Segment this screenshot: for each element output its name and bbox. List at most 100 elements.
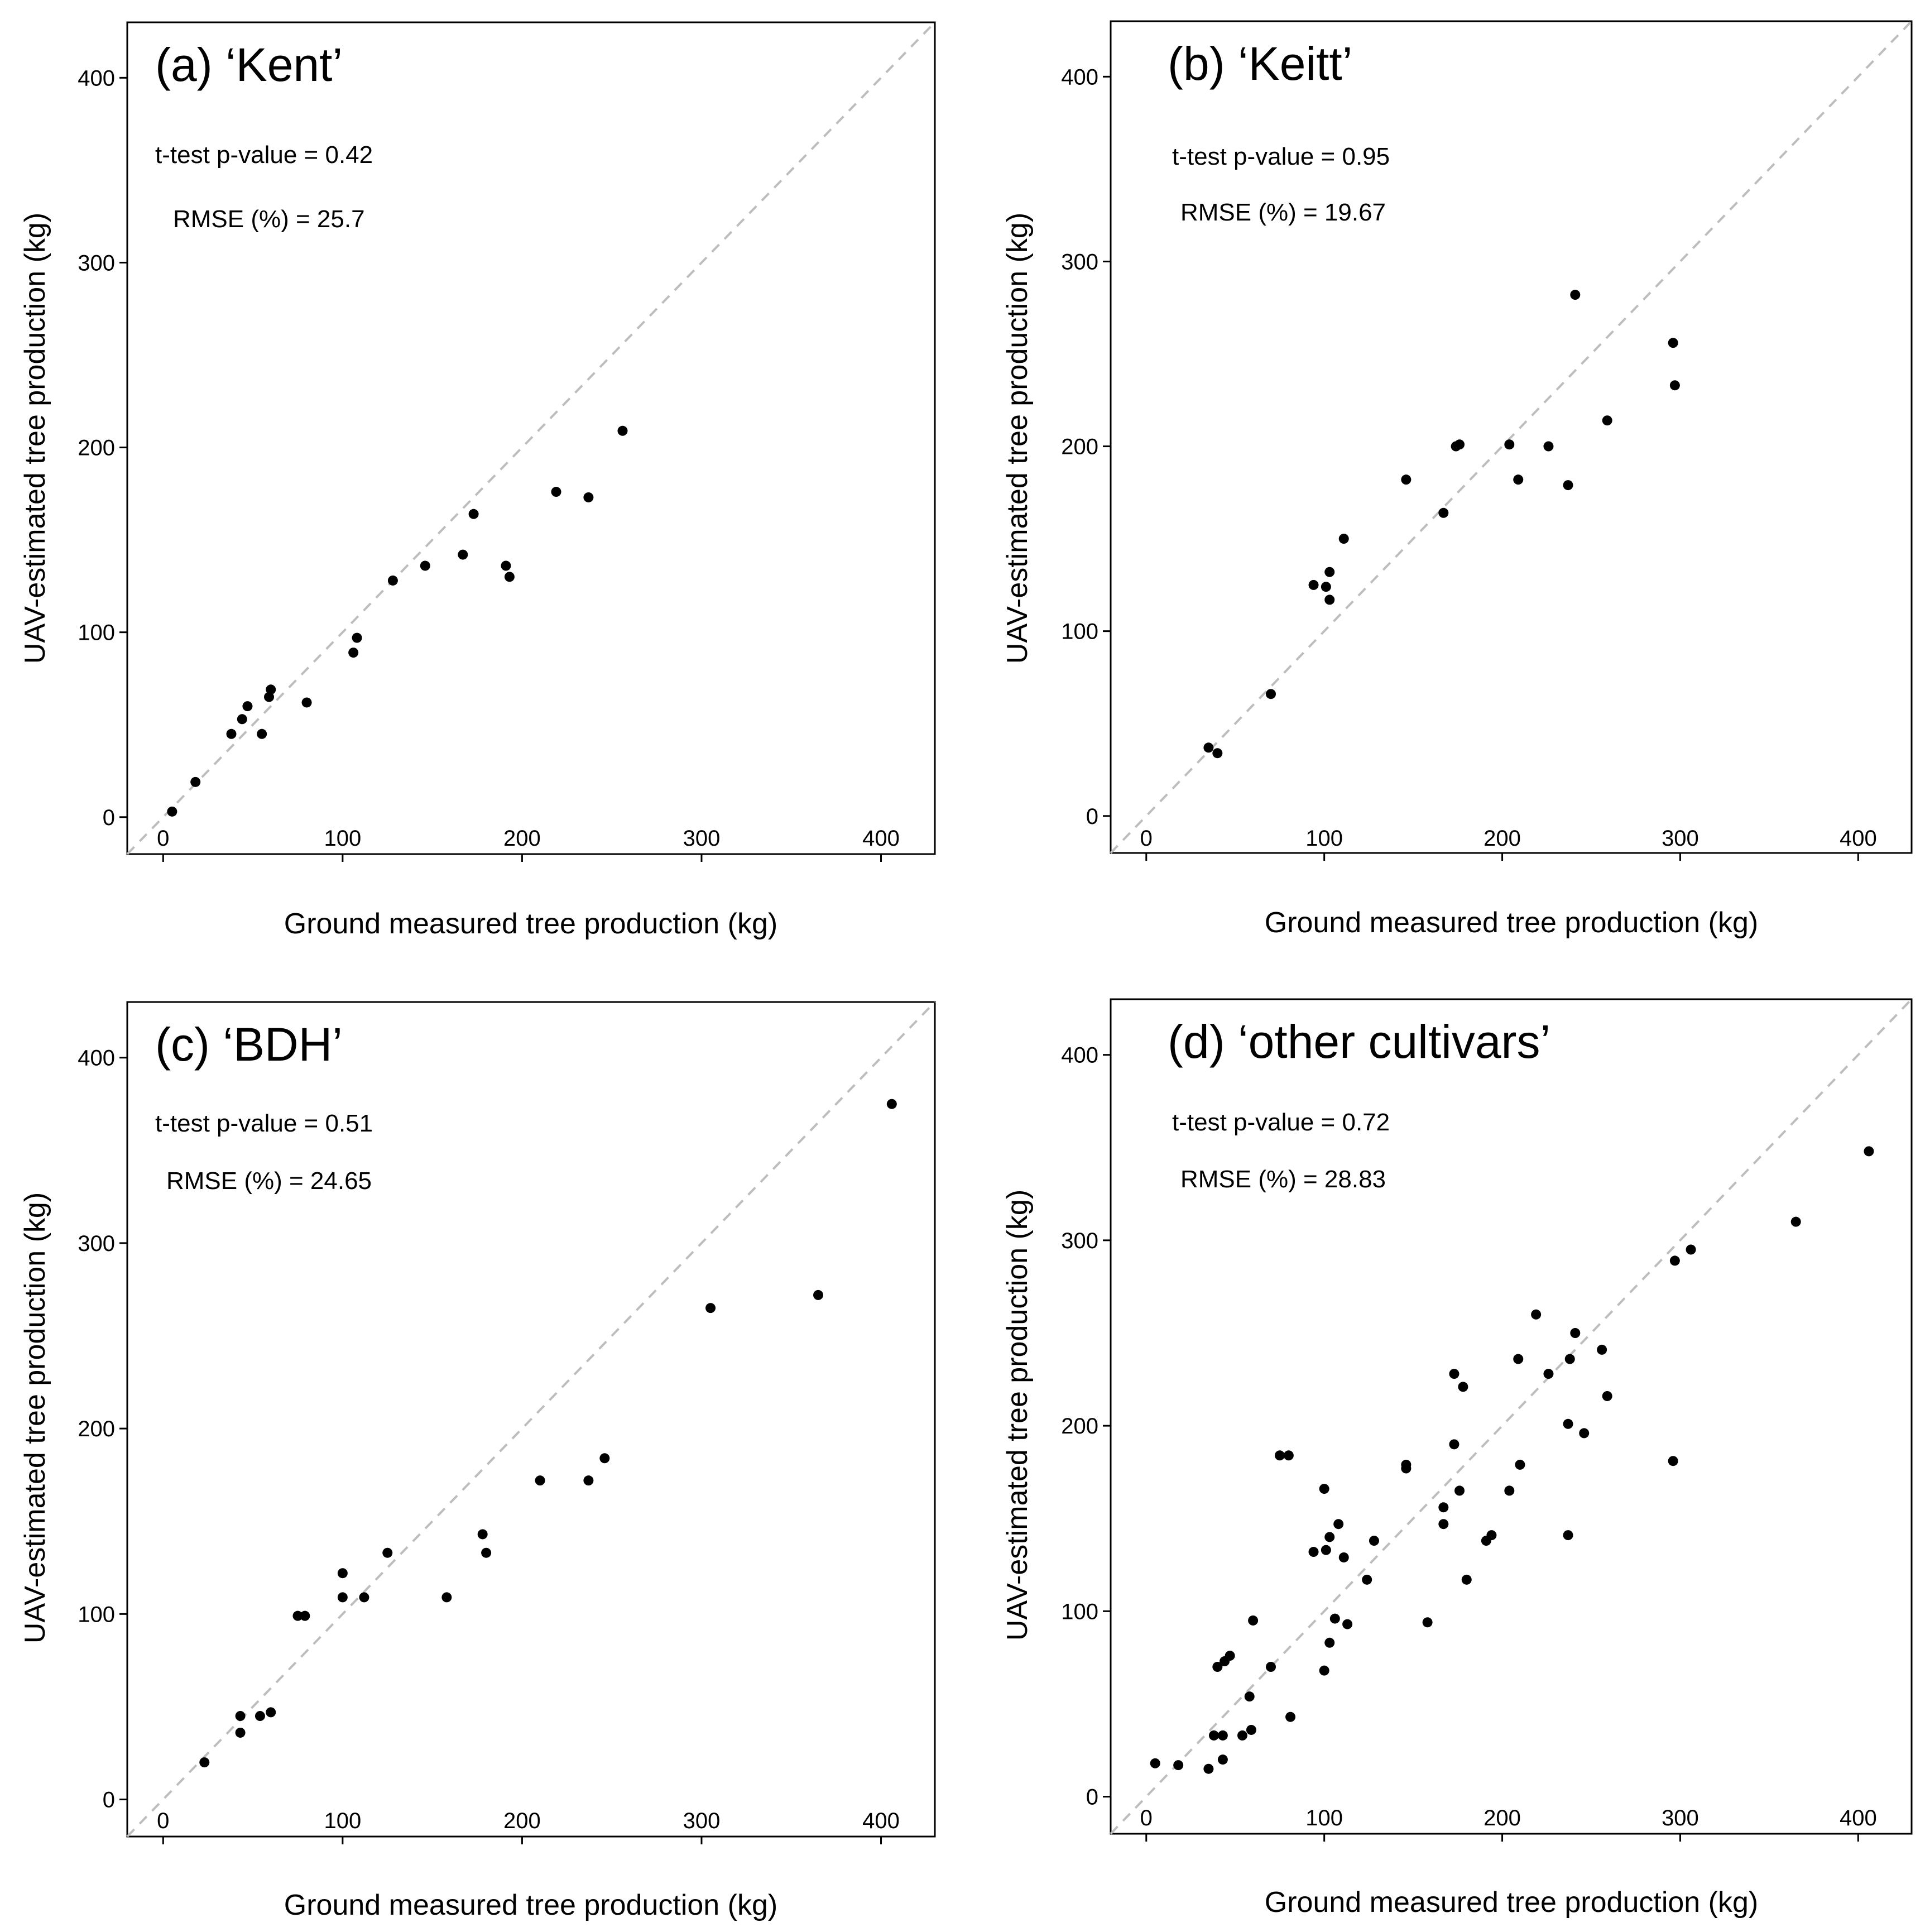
panel-d-data-point: [1329, 1613, 1340, 1624]
panel-d-x-tick-label: 100: [1305, 1806, 1343, 1830]
panel-c-data-point: [481, 1547, 492, 1558]
panel-d-data-point: [1319, 1484, 1329, 1494]
panel-b-data-point: [1570, 290, 1581, 300]
panel-c-y-tick-label: 100: [78, 1602, 115, 1627]
panel-d-data-point: [1597, 1344, 1607, 1355]
panel-d-data-point: [1208, 1730, 1219, 1741]
panel-a-ttest: t-test p-value = 0.42: [155, 141, 373, 169]
panel-c-data-point: [337, 1592, 348, 1603]
panel-d-data-point: [1212, 1662, 1223, 1672]
panel-a-data-point: [242, 701, 253, 712]
panel-b-y-tick-label: 300: [1061, 250, 1098, 274]
panel-a-data-point: [167, 806, 177, 817]
panel-d-data-point: [1225, 1651, 1235, 1661]
panel-c-data-point: [599, 1453, 610, 1464]
panel-c-data-point: [813, 1289, 823, 1300]
panel-d-y-tick-label: 100: [1061, 1599, 1098, 1624]
panel-d-data-point: [1319, 1665, 1329, 1676]
panel-a-identity-line: [126, 21, 936, 855]
panel-a: (a) ‘Kent’ t-test p-value = 0.42 RMSE (%…: [19, 21, 936, 940]
panel-a-x-tick-label: 100: [324, 826, 361, 851]
panel-c-y-tick-label: 200: [78, 1417, 115, 1441]
panel-d-data-point: [1686, 1244, 1696, 1255]
panel-d-data-point: [1266, 1662, 1276, 1672]
panel-b-data-point: [1203, 742, 1214, 753]
panel-b-x-tick-label: 0: [1140, 826, 1153, 851]
panel-a-y-tick-label: 300: [78, 251, 115, 275]
panel-d-y-tick-label: 200: [1061, 1414, 1098, 1439]
panel-b-data-point: [1212, 748, 1223, 759]
panel-a-data-point: [190, 776, 201, 787]
panel-c-data-point: [235, 1727, 246, 1738]
panel-a-plot: 0 100 200 300 400 0 100 200 300 400: [78, 21, 936, 862]
panel-c-data-point: [382, 1547, 393, 1558]
panel-b-data-point: [1324, 567, 1335, 577]
panel-d-data-point: [1338, 1552, 1349, 1562]
panel-a-x-tick-label: 0: [157, 826, 169, 851]
panel-d-data-point: [1321, 1545, 1331, 1555]
panel-c-x-axis-label: Ground measured tree production (kg): [284, 1889, 777, 1921]
panel-d-data-point: [1669, 1255, 1680, 1266]
panel-c-data-point: [199, 1757, 210, 1768]
panel-d-data-point: [1563, 1418, 1573, 1429]
panel-a-x-tick-label: 400: [862, 826, 900, 851]
panel-b-rmse: RMSE (%) = 19.67: [1180, 199, 1386, 226]
panel-c-plot: 0 100 200 300 400 0 100 200 300 400: [78, 1001, 936, 1844]
panel-a-y-tick-label: 0: [103, 806, 115, 830]
panel-d-data-point: [1308, 1547, 1319, 1557]
panel-a-data-point: [468, 509, 479, 519]
panel-b-data-point: [1266, 689, 1276, 699]
panel-b-y-axis-label: UAV-estimated tree production (kg): [1001, 213, 1034, 664]
panel-d-y-tick-label: 300: [1061, 1229, 1098, 1253]
panel-d-data-point: [1458, 1382, 1468, 1392]
panel-d-data-point: [1342, 1619, 1353, 1629]
panel-d-x-tick-label: 300: [1662, 1806, 1699, 1830]
panel-c-frame: [126, 1001, 936, 1838]
panel-b-x-axis-label: Ground measured tree production (kg): [1265, 907, 1758, 939]
panel-c-data-point: [235, 1711, 246, 1722]
panel-d-data-point: [1486, 1530, 1497, 1541]
panel-d-data-point: [1362, 1574, 1372, 1585]
panel-d-y-axis-label: UAV-estimated tree production (kg): [1001, 1190, 1034, 1641]
panel-a-x-axis-label: Ground measured tree production (kg): [284, 908, 777, 940]
panel-c-x-tick-label: 100: [324, 1809, 361, 1833]
panel-d-data-point: [1438, 1519, 1449, 1530]
panel-b-y-tick-label: 100: [1061, 620, 1098, 644]
panel-d-y-tick-label: 400: [1061, 1043, 1098, 1068]
panel-b-x-tick-label: 400: [1840, 826, 1877, 851]
panel-a-data-point: [257, 728, 267, 739]
panel-a-data-point: [583, 492, 594, 502]
panel-d-data-point: [1422, 1617, 1433, 1628]
panel-b-data-point: [1438, 507, 1449, 518]
panel-d-data-point: [1274, 1450, 1285, 1461]
panel-b-data-point: [1504, 439, 1515, 450]
panel-b-title: (b) ‘Keitt’: [1168, 37, 1352, 90]
panel-b-data-point: [1338, 534, 1349, 544]
panel-b: (b) ‘Keitt’ t-test p-value = 0.95 RMSE (…: [1001, 20, 1913, 939]
panel-d-data-point: [1438, 1502, 1449, 1513]
panel-b-data-point: [1543, 441, 1554, 452]
panel-b-y-tick-label: 400: [1061, 65, 1098, 89]
panel-b-y-tick-label: 0: [1086, 804, 1098, 829]
panel-d-ttest: t-test p-value = 0.72: [1172, 1109, 1390, 1136]
panel-b-data-point: [1401, 474, 1412, 485]
panel-c-y-tick-label: 0: [103, 1788, 115, 1813]
panel-d-data-point: [1283, 1450, 1294, 1461]
panel-d-data-point: [1203, 1763, 1214, 1774]
panel-d-data-point: [1570, 1328, 1581, 1338]
panel-c-data-point: [255, 1711, 265, 1722]
panel-a-data-point: [387, 575, 398, 586]
panel-d-y-tick-label: 0: [1086, 1785, 1098, 1810]
panel-d-data-point: [1150, 1758, 1160, 1768]
panel-a-data-point: [352, 632, 362, 643]
panel-a-y-axis-label: UAV-estimated tree production (kg): [19, 213, 51, 664]
panel-a-data-point: [237, 714, 247, 725]
panel-d-x-axis-label: Ground measured tree production (kg): [1265, 1886, 1758, 1919]
panel-b-x-tick-label: 200: [1483, 826, 1521, 851]
panel-d-data-point: [1564, 1354, 1575, 1364]
panel-c-data-point: [886, 1099, 897, 1109]
panel-d-identity-line: [1110, 998, 1913, 1835]
panel-d-data-point: [1579, 1428, 1590, 1439]
panel-b-data-point: [1602, 415, 1612, 426]
